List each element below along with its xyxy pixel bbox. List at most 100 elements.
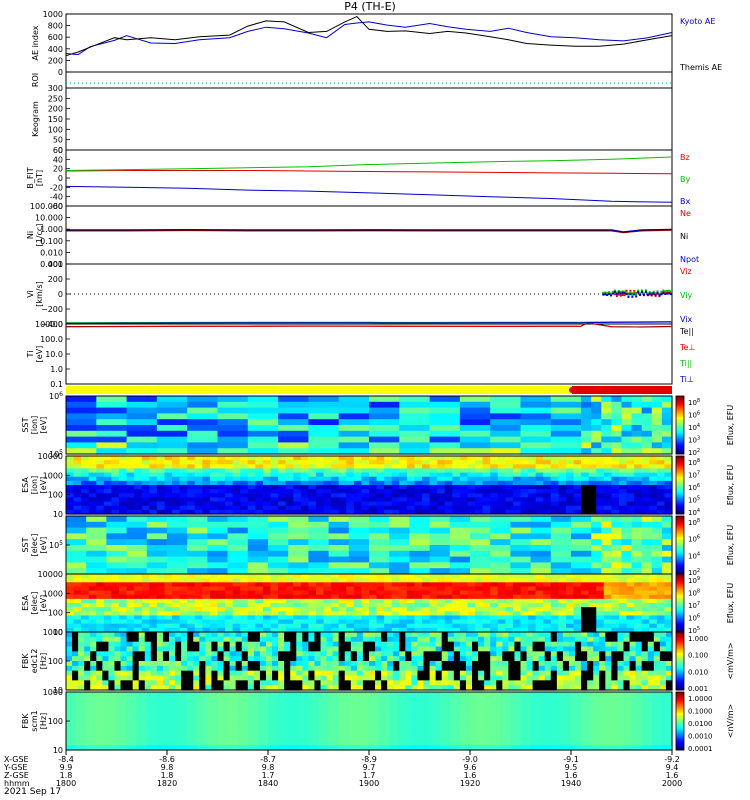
spectrogram-cell <box>73 505 82 511</box>
spectrogram-cell <box>103 582 113 588</box>
spectrogram-cell <box>96 489 105 494</box>
spectrogram-cell <box>120 651 128 657</box>
spectrogram-cell <box>510 425 522 432</box>
spectrogram-cell <box>459 501 469 507</box>
colorbar-cell <box>676 601 684 604</box>
spectrogram-cell <box>379 533 390 540</box>
spectrogram-cell <box>520 607 529 612</box>
spectrogram-cell <box>603 464 613 470</box>
spectrogram-cell <box>649 615 658 621</box>
spectrogram-cell <box>265 646 273 652</box>
spectrogram-cell <box>76 419 87 426</box>
spectrogram-cell <box>353 603 363 608</box>
spectrogram-cell <box>346 578 355 583</box>
spectrogram-cell <box>323 582 332 588</box>
spectrogram-cell <box>482 574 491 579</box>
spectrogram-cell <box>497 464 506 470</box>
spectrogram-cell <box>156 598 166 604</box>
spectrogram-cell <box>315 468 325 474</box>
colorbar-cell <box>676 436 684 440</box>
spectrogram-cell <box>611 476 620 482</box>
spectrogram-cell <box>348 562 360 569</box>
spectrogram-cell <box>538 646 546 652</box>
spectrogram-cell <box>356 665 364 672</box>
spectrogram-cell <box>247 497 256 503</box>
spectrogram-cell <box>197 419 208 426</box>
spectrogram-cell <box>172 594 181 600</box>
spectrogram-cell <box>126 651 134 657</box>
spectrogram-cell <box>656 464 666 470</box>
spectrogram-cell <box>262 476 272 482</box>
spectrogram-cell <box>591 516 602 523</box>
spectrogram-cell <box>126 607 135 612</box>
spectrogram-cell <box>581 590 590 596</box>
spectrogram-cell <box>376 623 385 629</box>
spectrogram-cell <box>138 656 146 662</box>
spectrogram-cell <box>502 661 509 667</box>
spectrogram-cell <box>444 505 453 511</box>
spectrogram-cell <box>480 430 491 438</box>
spectrogram-cell <box>353 480 363 486</box>
spectrogram-cell <box>631 556 643 563</box>
velocity-point <box>615 292 618 295</box>
spectrogram-cell <box>106 533 118 540</box>
spectrogram-cell <box>393 665 400 672</box>
spectrogram-cell <box>575 651 582 657</box>
spectrogram-cell <box>447 685 455 691</box>
spectrogram-cell <box>550 685 558 691</box>
spectrogram-cell <box>223 665 231 672</box>
spectrogram-cell <box>601 516 612 523</box>
spectrogram-cell <box>232 493 241 499</box>
spectrogram-cell <box>318 442 330 449</box>
spectrogram-cell <box>540 516 552 523</box>
spectrogram-cell <box>484 685 491 691</box>
spectrogram-cell <box>103 497 113 503</box>
spectrogram-cell <box>141 582 150 588</box>
spectrogram-cell <box>459 607 469 612</box>
spectrogram-cell <box>78 646 85 652</box>
spectrogram-cell <box>526 670 534 677</box>
spectrogram-cell <box>414 607 423 612</box>
spectrogram-cell <box>406 619 416 625</box>
spectrogram-cell <box>591 407 602 414</box>
spectrogram-cell <box>512 574 522 579</box>
spectrogram-cell <box>626 611 635 617</box>
spectrogram-cell <box>651 556 663 563</box>
spectrogram-cell <box>560 442 572 449</box>
spectrogram-cell <box>409 396 421 403</box>
spectrogram-cell <box>136 527 148 534</box>
spectrogram-cell <box>76 550 87 558</box>
spectrogram-cell <box>629 646 637 652</box>
spectrogram-cell <box>120 665 128 672</box>
spectrogram-cell <box>543 619 552 625</box>
spectrogram-cell <box>656 611 666 617</box>
spectrogram-cell <box>72 646 79 652</box>
spectrogram-cell <box>232 476 241 482</box>
spectrogram-cell <box>353 582 363 588</box>
spectrogram-cell <box>369 582 378 588</box>
spectrogram-cell <box>247 661 255 667</box>
spectrogram-cell <box>452 582 461 588</box>
spectrogram-cell <box>90 641 97 648</box>
spectrogram-cell <box>490 476 499 482</box>
spectrogram-cell <box>300 582 310 588</box>
spectrogram-cell <box>543 574 552 579</box>
spectrogram-cell <box>649 598 658 604</box>
spectrogram-cell <box>550 442 562 449</box>
spectrogram-cell <box>358 413 370 420</box>
spectrogram-cell <box>641 527 653 534</box>
spectrogram-cell <box>293 607 302 612</box>
spectrogram-cell <box>414 464 423 470</box>
spectrogram-cell <box>302 680 309 686</box>
spectrogram-cell <box>172 501 181 507</box>
colorbar-cell <box>676 620 684 623</box>
spectrogram-cell <box>530 556 542 563</box>
spectrogram-cell <box>247 562 259 569</box>
velocity-point <box>668 289 671 292</box>
spectrogram-cell <box>611 489 620 494</box>
spectrogram-cell <box>399 516 410 523</box>
spectrogram-cell <box>111 497 120 503</box>
spectrogram-cell <box>514 670 522 677</box>
